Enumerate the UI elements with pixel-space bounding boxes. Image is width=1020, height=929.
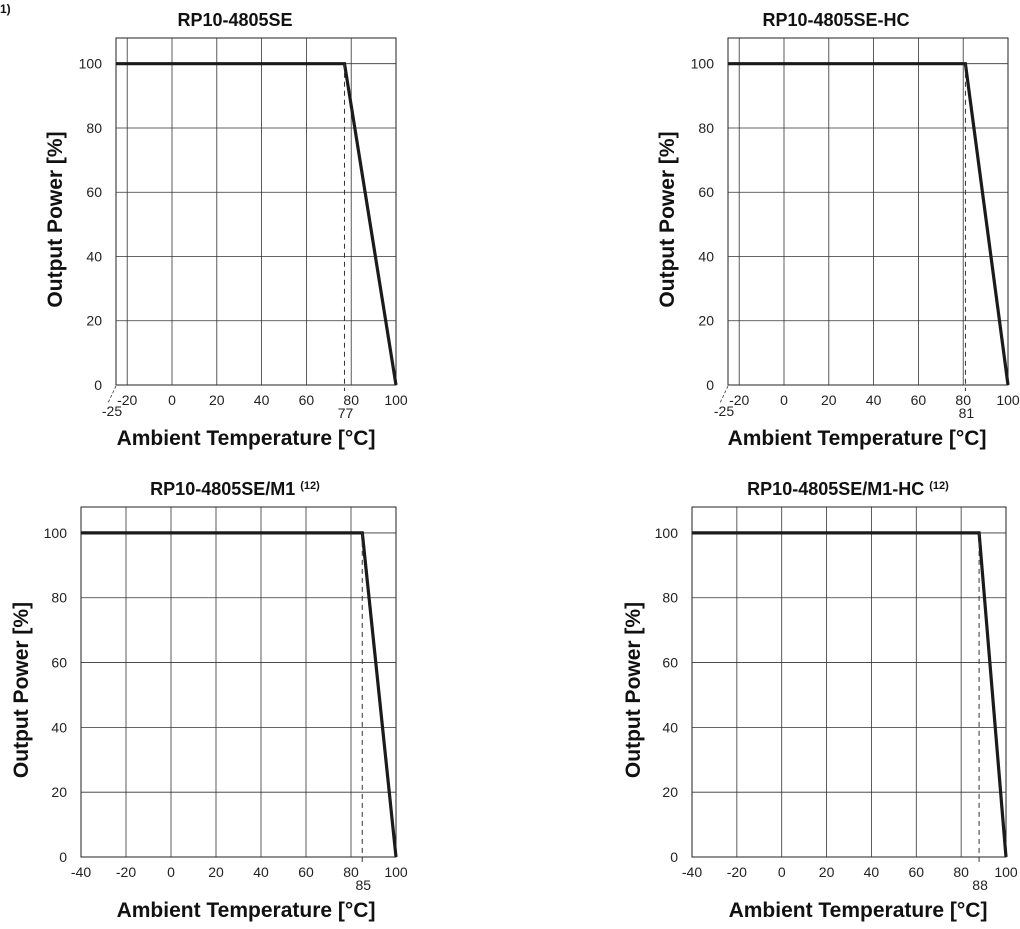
plot-frame bbox=[80, 506, 397, 858]
knee-label: 85 bbox=[355, 877, 371, 893]
chart-title: RP10-4805SE bbox=[177, 10, 292, 30]
y-axis-label: Output Power [%] bbox=[44, 131, 67, 307]
x-tick-label: 100 bbox=[384, 864, 408, 880]
x-tick-label: 60 bbox=[911, 392, 927, 408]
y-tick-label: 100 bbox=[655, 525, 679, 541]
y-tick-label: 60 bbox=[51, 655, 67, 671]
x-tick-label: 40 bbox=[253, 864, 269, 880]
title-footnote: (12) bbox=[929, 480, 949, 492]
knee-label: 81 bbox=[959, 405, 975, 421]
x-tick-label: 40 bbox=[864, 864, 880, 880]
title-footnote: (12) bbox=[300, 480, 320, 492]
y-tick-label: 40 bbox=[51, 719, 67, 735]
y-tick-label: 80 bbox=[662, 590, 678, 606]
y-tick-label: 0 bbox=[59, 849, 67, 865]
x-tick-label: -20 bbox=[727, 864, 747, 880]
plot-frame bbox=[691, 506, 1007, 858]
x-tick-label: -20 bbox=[117, 392, 137, 408]
x-tick-label: -20 bbox=[729, 392, 749, 408]
y-tick-label: 100 bbox=[79, 56, 103, 72]
x-tick-label: -20 bbox=[116, 864, 136, 880]
x-tick-label: 80 bbox=[343, 392, 359, 408]
y-tick-label: 60 bbox=[662, 655, 678, 671]
derating-curve bbox=[692, 531, 1008, 858]
chart-rp10-4805se: RP10-4805SE -20 0 20 40 60 80 100 0 20 40 60 80 100 -2… bbox=[44, 10, 408, 450]
y-tick-label: 60 bbox=[86, 184, 102, 200]
y-tick-label: 20 bbox=[662, 784, 678, 800]
chart-rp10-4805se-hc: RP10-4805SE-HC -20 0 20 40 60 80 100 0 20 40 60 80 10… bbox=[656, 10, 1020, 450]
y-tick-label: 80 bbox=[698, 120, 714, 136]
y-tick-label: 80 bbox=[86, 120, 102, 136]
x-tick-label: -40 bbox=[71, 864, 91, 880]
y-tick-label: 100 bbox=[691, 56, 715, 72]
x-tick-label: 60 bbox=[298, 864, 314, 880]
y-tick-label: 80 bbox=[51, 590, 67, 606]
y-axis-label: Output Power [%] bbox=[10, 602, 33, 778]
y-tick-label: 40 bbox=[662, 719, 678, 735]
x-tick-label: 0 bbox=[168, 392, 176, 408]
derating-curve bbox=[81, 531, 398, 858]
y-tick-label: 100 bbox=[44, 525, 68, 541]
x-tick-label: 100 bbox=[384, 392, 408, 408]
x-tick-label: 20 bbox=[819, 864, 835, 880]
chart-rp10-4805se-m1-hc: RP10-4805SE/M1-HC (12) -40 -20 0 20 40 60 80 100 0… bbox=[622, 479, 1018, 922]
x-axis-label: Ambient Temperature [°C] bbox=[117, 427, 376, 450]
y-tick-label: 20 bbox=[51, 784, 67, 800]
y-tick-label: 20 bbox=[698, 313, 714, 329]
x-tick-label: 60 bbox=[908, 864, 924, 880]
y-tick-label: 0 bbox=[670, 849, 678, 865]
y-tick-label: 0 bbox=[706, 377, 714, 393]
x-tick-label: 0 bbox=[167, 864, 175, 880]
y-tick-label: 40 bbox=[698, 248, 714, 264]
x-tick-label: 20 bbox=[208, 864, 224, 880]
start-marker bbox=[719, 385, 729, 404]
plot-frame bbox=[115, 37, 397, 386]
chart-rp10-4805se-m1: RP10-4805SE/M1 (12) -40 -20 0 20 40 60 80 100 0 20 4… bbox=[10, 479, 408, 922]
y-axis-label: Output Power [%] bbox=[622, 602, 645, 778]
x-tick-label: 0 bbox=[778, 864, 786, 880]
y-tick-label: 0 bbox=[94, 377, 102, 393]
x-tick-label: 0 bbox=[780, 392, 788, 408]
x-tick-label: 20 bbox=[209, 392, 225, 408]
chart-title: RP10-4805SE/M1 (12) bbox=[150, 479, 320, 499]
x-start-label: -25 bbox=[102, 403, 122, 419]
x-tick-label: 80 bbox=[343, 864, 359, 880]
x-tick-label: 20 bbox=[821, 392, 837, 408]
x-tick-label: 100 bbox=[994, 864, 1018, 880]
x-tick-label: 60 bbox=[299, 392, 315, 408]
x-tick-label: 100 bbox=[996, 392, 1020, 408]
corner-note: 1) bbox=[0, 2, 11, 16]
x-start-label: -25 bbox=[714, 403, 734, 419]
chart-title: RP10-4805SE-HC bbox=[762, 10, 909, 30]
y-tick-label: 60 bbox=[698, 184, 714, 200]
x-tick-label: 40 bbox=[866, 392, 882, 408]
x-tick-label: 40 bbox=[254, 392, 270, 408]
start-marker bbox=[107, 385, 117, 404]
plot-frame bbox=[727, 37, 1009, 386]
knee-label: 88 bbox=[972, 877, 988, 893]
derating-curve bbox=[116, 62, 398, 386]
x-axis-label: Ambient Temperature [°C] bbox=[729, 899, 988, 922]
x-tick-label: 80 bbox=[953, 864, 969, 880]
derating-curve bbox=[728, 62, 1010, 386]
x-tick-label: -40 bbox=[682, 864, 702, 880]
x-axis-label: Ambient Temperature [°C] bbox=[728, 427, 987, 450]
y-tick-label: 20 bbox=[86, 313, 102, 329]
y-axis-label: Output Power [%] bbox=[656, 131, 679, 307]
chart-title: RP10-4805SE/M1-HC (12) bbox=[747, 479, 949, 499]
y-tick-label: 40 bbox=[86, 248, 102, 264]
knee-label: 77 bbox=[338, 405, 354, 421]
x-tick-label: 80 bbox=[955, 392, 971, 408]
x-axis-label: Ambient Temperature [°C] bbox=[117, 899, 376, 922]
